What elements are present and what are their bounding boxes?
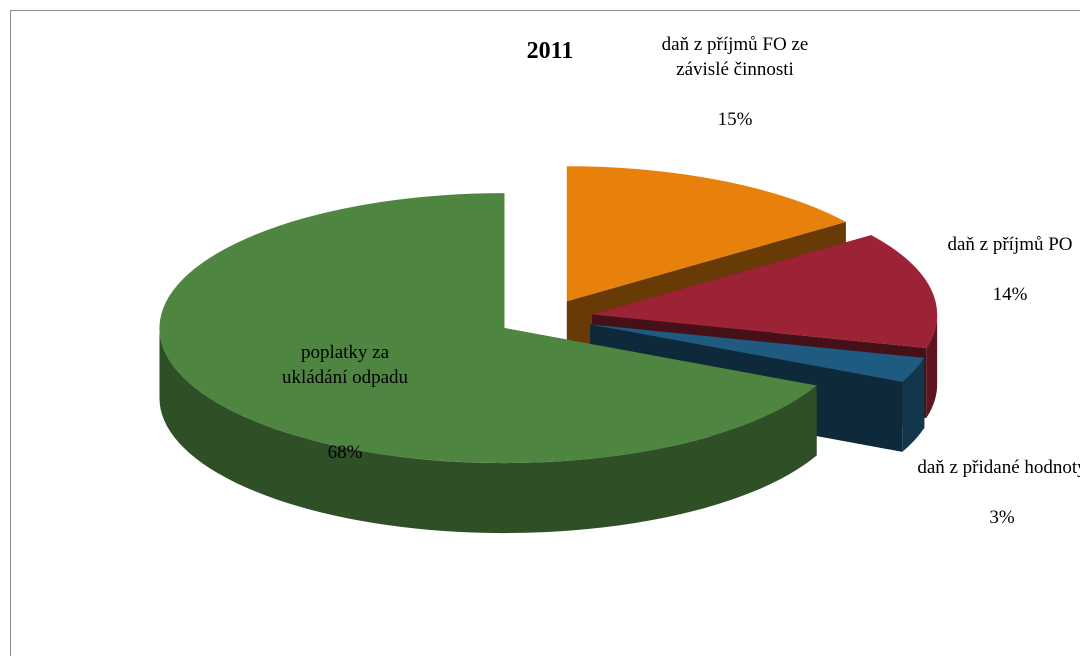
slice-wall	[926, 314, 938, 419]
slice	[159, 193, 817, 464]
slice	[592, 235, 938, 349]
slice-label: daň z přidané hodnoty	[917, 457, 1080, 478]
slice-label: daň z příjmů FO ze závislé činnosti	[661, 34, 809, 80]
slice-value-label: 3%	[989, 507, 1015, 528]
slice-value-label: 15%	[717, 109, 753, 130]
slice-value-label: 14%	[992, 284, 1028, 305]
slice	[566, 166, 846, 302]
slice-label: daň z příjmů PO	[947, 234, 1073, 255]
chart-frame	[10, 10, 1080, 656]
slice-value-label: 68%	[327, 442, 363, 463]
slice	[590, 324, 925, 382]
chart-title: 2011	[526, 38, 574, 64]
slice-wall	[159, 328, 817, 534]
slice-wall	[902, 357, 925, 452]
slice-label: poplatky za ukládání odpadu	[281, 342, 409, 388]
